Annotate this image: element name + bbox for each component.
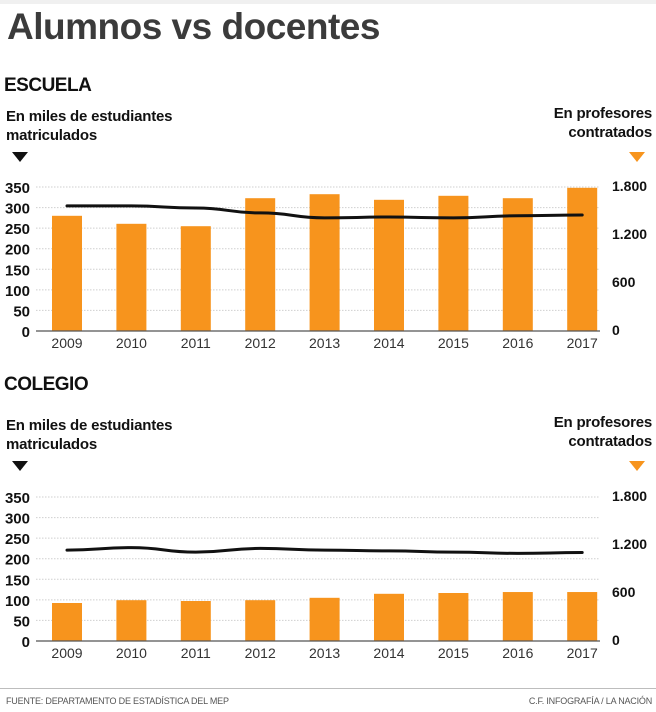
- right-tick-label: 1.200: [612, 226, 647, 242]
- chart-colegio: 0 50 100 150 200 250 300 350 0 600 1.200 1.800 2009 2…: [5, 488, 647, 661]
- section-title-colegio: COLEGIO: [4, 374, 89, 395]
- bar-2010: [116, 600, 147, 641]
- left-axis-title: En miles de estudiantes matriculados: [6, 108, 173, 144]
- bar-2013: [309, 597, 340, 641]
- right-tick-label: 600: [612, 274, 636, 290]
- footer-divider: [0, 688, 656, 689]
- x-tick-label: 2017: [567, 335, 598, 351]
- right-axis-arrow-icon: [629, 461, 645, 471]
- right-tick-label: 0: [612, 632, 620, 648]
- bar-2010: [116, 223, 147, 331]
- left-tick-label: 350: [5, 490, 30, 507]
- x-tick-label: 2016: [502, 335, 533, 351]
- x-tick-label: 2013: [309, 645, 340, 661]
- left-axis-title: En miles de estudiantes matriculados: [6, 417, 173, 453]
- bar-2011: [180, 601, 211, 641]
- left-tick-label: 50: [13, 613, 30, 630]
- left-tick-label: 300: [5, 201, 30, 218]
- left-tick-label: 50: [13, 303, 30, 320]
- bar-2015: [438, 195, 469, 331]
- left-tick-label: 0: [22, 324, 30, 341]
- bar-2014: [374, 593, 404, 641]
- x-tick-label: 2011: [181, 645, 211, 661]
- bar-2016: [502, 592, 533, 641]
- students-line: [65, 546, 584, 555]
- left-tick-label: 150: [5, 572, 30, 589]
- bar-2011: [180, 226, 211, 331]
- left-tick-label: 0: [22, 634, 30, 651]
- right-tick-label: 600: [612, 584, 636, 600]
- x-tick-label: 2010: [116, 335, 147, 351]
- x-tick-label: 2012: [245, 645, 276, 661]
- bar-2009: [52, 215, 82, 331]
- right-tick-label: 1.200: [612, 536, 647, 552]
- x-tick-label: 2011: [181, 335, 211, 351]
- bar-2009: [52, 603, 82, 641]
- right-axis-title: En profesores contratados: [553, 105, 652, 141]
- page-title: Alumnos vs docentes: [7, 6, 380, 47]
- x-tick-label: 2015: [438, 335, 469, 351]
- top-bar: [0, 0, 656, 4]
- x-tick-label: 2009: [51, 335, 82, 351]
- x-tick-label: 2015: [438, 645, 469, 661]
- footer-source: FUENTE: DEPARTAMENTO DE ESTADÍSTICA DEL …: [6, 696, 229, 706]
- footer-credit: C.F. INFOGRAFÍA / LA NACIÓN: [528, 696, 652, 706]
- bar-2017: [567, 592, 598, 641]
- bar-2012: [245, 198, 276, 331]
- left-axis-arrow-icon: [12, 461, 28, 471]
- chart-escuela: 0 50 100 150 200 250 300 350 0 600 1.200 1.800 2009 2…: [5, 178, 647, 351]
- x-tick-label: 2013: [309, 335, 340, 351]
- x-tick-label: 2016: [502, 645, 533, 661]
- right-tick-label: 0: [612, 322, 620, 338]
- left-tick-label: 250: [5, 221, 30, 238]
- right-axis-title: En profesores contratados: [553, 414, 652, 450]
- bar-2016: [502, 198, 533, 331]
- left-tick-label: 250: [5, 531, 30, 548]
- right-axis-arrow-icon: [629, 152, 645, 162]
- left-tick-label: 200: [5, 242, 30, 259]
- x-tick-label: 2012: [245, 335, 276, 351]
- x-tick-label: 2009: [51, 645, 82, 661]
- left-axis-arrow-icon: [12, 152, 28, 162]
- left-tick-label: 300: [5, 511, 30, 528]
- left-tick-label: 200: [5, 552, 30, 569]
- bar-2014: [374, 199, 404, 331]
- bar-2013: [309, 194, 340, 331]
- bar-2012: [245, 600, 276, 641]
- x-tick-label: 2014: [373, 645, 404, 661]
- x-tick-label: 2010: [116, 645, 147, 661]
- section-title-escuela: ESCUELA: [4, 75, 92, 96]
- right-tick-label: 1.800: [612, 488, 647, 504]
- left-tick-label: 100: [5, 593, 30, 610]
- left-tick-label: 350: [5, 180, 30, 197]
- left-tick-label: 150: [5, 262, 30, 279]
- x-tick-label: 2014: [373, 335, 404, 351]
- left-tick-label: 100: [5, 283, 30, 300]
- bar-2017: [567, 187, 598, 331]
- right-tick-label: 1.800: [612, 178, 647, 194]
- bar-2015: [438, 593, 469, 641]
- x-tick-label: 2017: [567, 645, 598, 661]
